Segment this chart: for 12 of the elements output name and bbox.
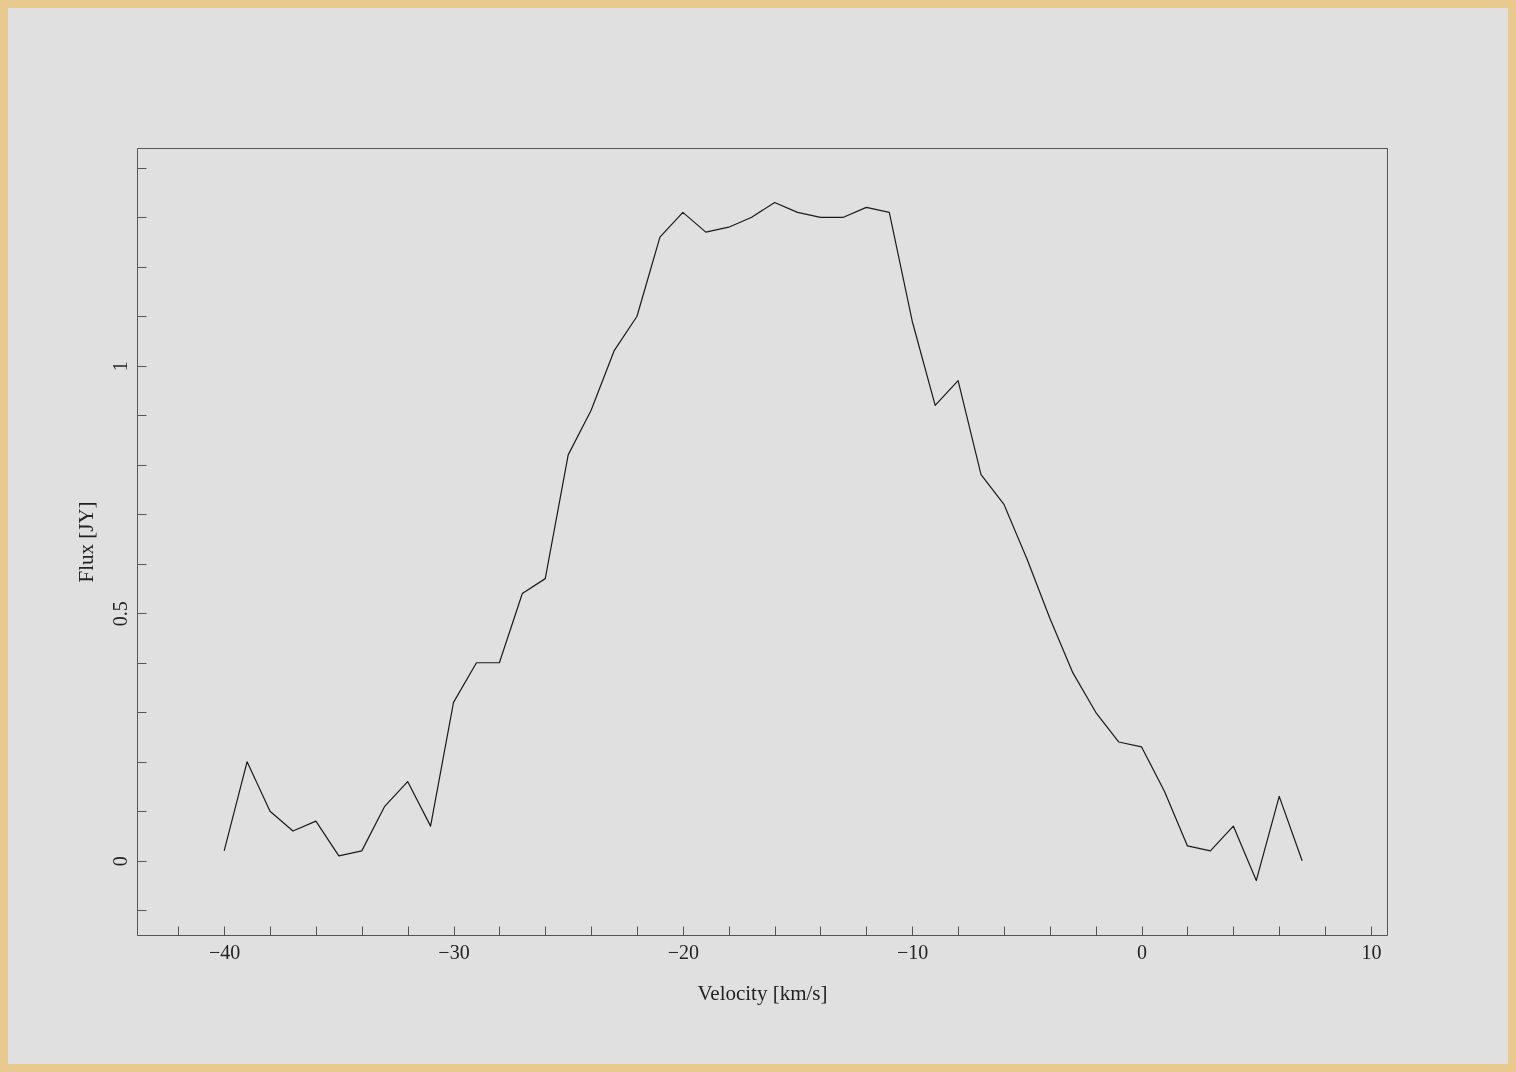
line-series (223, 201, 1303, 882)
x-tick-label: −30 (438, 940, 470, 963)
x-tick-label: −10 (897, 940, 929, 963)
y-axis-title: Flux [JY] (73, 501, 98, 583)
x-tick-label: −40 (209, 940, 241, 963)
x-tick-label: 10 (1361, 940, 1382, 963)
x-tick-label: 0 (1137, 940, 1148, 963)
x-tick-label: −20 (667, 940, 700, 963)
y-tick-label: 1 (108, 361, 131, 372)
x-axis-title: Velocity [km/s] (697, 980, 828, 1005)
y-tick-label: 0 (108, 856, 131, 867)
y-tick-label: 0.5 (108, 601, 131, 627)
